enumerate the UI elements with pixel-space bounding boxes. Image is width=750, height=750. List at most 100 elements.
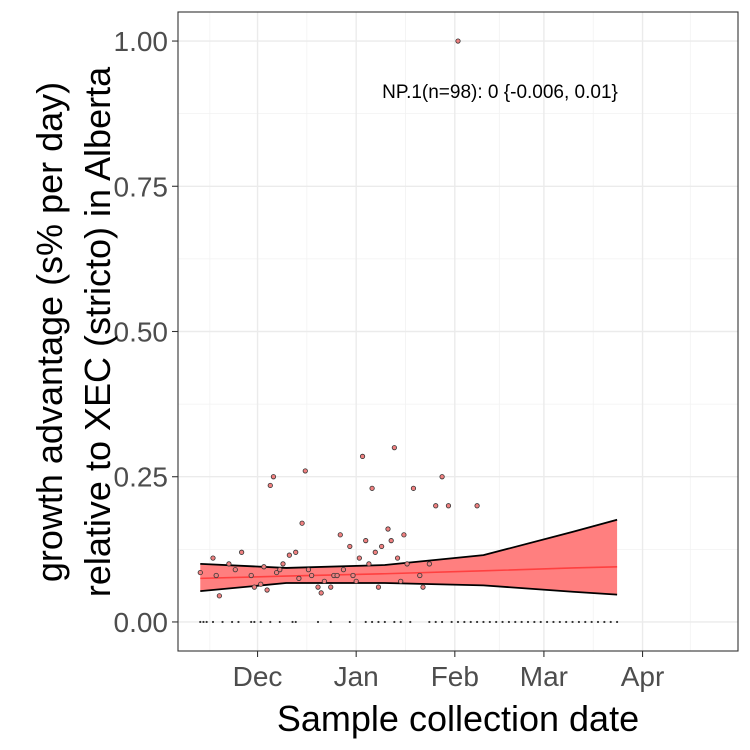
data-point: [286, 552, 292, 558]
data-point-zero: [348, 620, 351, 624]
data-point: [226, 561, 232, 567]
data-point: [385, 526, 391, 532]
data-point: [391, 445, 397, 451]
data-point: [369, 485, 375, 491]
y-tick-label: 0.00: [114, 607, 169, 638]
data-point-zero: [577, 620, 581, 624]
data-point: [404, 561, 410, 567]
data-point: [274, 569, 280, 576]
data-point: [372, 549, 378, 555]
data-point-zero: [211, 620, 215, 624]
data-point: [455, 38, 461, 44]
data-point-zero: [526, 620, 530, 624]
y-tick-label: 0.50: [114, 317, 169, 348]
data-point: [318, 590, 324, 596]
data-point: [363, 538, 369, 544]
data-point-zero: [507, 620, 511, 624]
data-point-zero: [259, 620, 262, 624]
data-point-zero: [202, 620, 205, 624]
y-axis-title-line-1: growth advantage (s% per day): [29, 82, 70, 582]
data-point: [280, 561, 286, 567]
data-point-zero: [552, 620, 555, 624]
data-point: [299, 520, 305, 526]
data-point: [347, 543, 353, 550]
data-point-zero: [253, 620, 256, 624]
data-point: [379, 543, 385, 550]
data-point-zero: [450, 620, 453, 624]
ribbon-upper-bound: [200, 518, 618, 569]
x-axis-ticks: Dec Jan Feb Mar Apr: [233, 651, 664, 692]
data-point-zero: [603, 620, 606, 624]
data-point-zero: [329, 620, 332, 624]
data-point-zero: [488, 620, 491, 624]
data-point: [213, 572, 219, 579]
data-point: [356, 555, 362, 561]
data-point: [248, 572, 254, 579]
data-point-zero: [221, 620, 224, 624]
data-point: [334, 572, 340, 579]
data-point-zero: [199, 620, 202, 624]
y-tick-label: 1.00: [114, 26, 169, 57]
data-point: [394, 555, 401, 561]
y-tick-label: 0.25: [114, 462, 169, 493]
x-tick-label: Feb: [431, 661, 479, 692]
data-point-zero: [590, 620, 593, 624]
data-point-zero: [291, 620, 294, 624]
data-point: [340, 567, 347, 573]
data-point: [210, 555, 216, 561]
data-point: [353, 578, 359, 584]
data-point: [366, 561, 372, 567]
data-point-zero: [230, 620, 234, 624]
data-point: [426, 561, 432, 567]
x-tick-label: Jan: [334, 661, 379, 692]
fit-line: [200, 565, 618, 580]
data-point-zero: [399, 620, 402, 624]
data-point: [388, 538, 394, 544]
data-point-zero: [565, 620, 568, 624]
data-point-zero: [370, 620, 374, 624]
x-axis-title: Sample collection date: [277, 698, 639, 739]
data-point-zero: [615, 620, 619, 624]
data-point-zero: [383, 620, 386, 624]
data-point-zero: [364, 620, 367, 624]
data-point-zero: [278, 620, 281, 624]
y-axis-ticks: 0.00 0.25 0.50 0.75 1.00: [114, 26, 178, 638]
data-point: [328, 584, 334, 590]
data-point: [216, 593, 222, 599]
data-point-zero: [584, 620, 587, 624]
data-point-zero: [609, 620, 612, 624]
data-point-zero: [545, 620, 549, 624]
data-point-zero: [463, 620, 466, 624]
data-point-zero: [250, 620, 253, 624]
model-estimate-annotation: NP.1(n=98): 0 {-0.006, 0.01}: [382, 82, 618, 103]
data-point: [375, 584, 382, 590]
data-point-zero: [393, 620, 396, 624]
data-point-zero: [495, 620, 498, 624]
data-point-zero: [482, 620, 485, 624]
data-point: [439, 474, 445, 480]
data-point: [277, 567, 283, 573]
data-point: [309, 572, 315, 579]
data-point: [401, 532, 407, 538]
ribbon-lower-bound: [200, 582, 618, 596]
data-point: [350, 572, 356, 579]
data-point: [232, 567, 238, 573]
data-point: [251, 584, 257, 590]
data-point: [270, 474, 277, 480]
data-point: [267, 482, 273, 489]
data-point: [264, 587, 270, 593]
data-point: [197, 569, 203, 576]
data-point-zero: [428, 620, 431, 624]
data-point-zero: [533, 620, 536, 624]
data-point: [420, 584, 426, 590]
data-point-zero: [539, 620, 542, 624]
data-point-zero: [205, 620, 208, 624]
data-point-zero: [475, 620, 479, 624]
data-point: [261, 564, 267, 570]
data-point: [474, 503, 480, 509]
y-axis-title-line-2: relative to XEC (stricto) in Alberta: [77, 66, 118, 597]
confidence-ribbon-layer: [200, 518, 618, 596]
data-point-zero: [269, 620, 272, 624]
